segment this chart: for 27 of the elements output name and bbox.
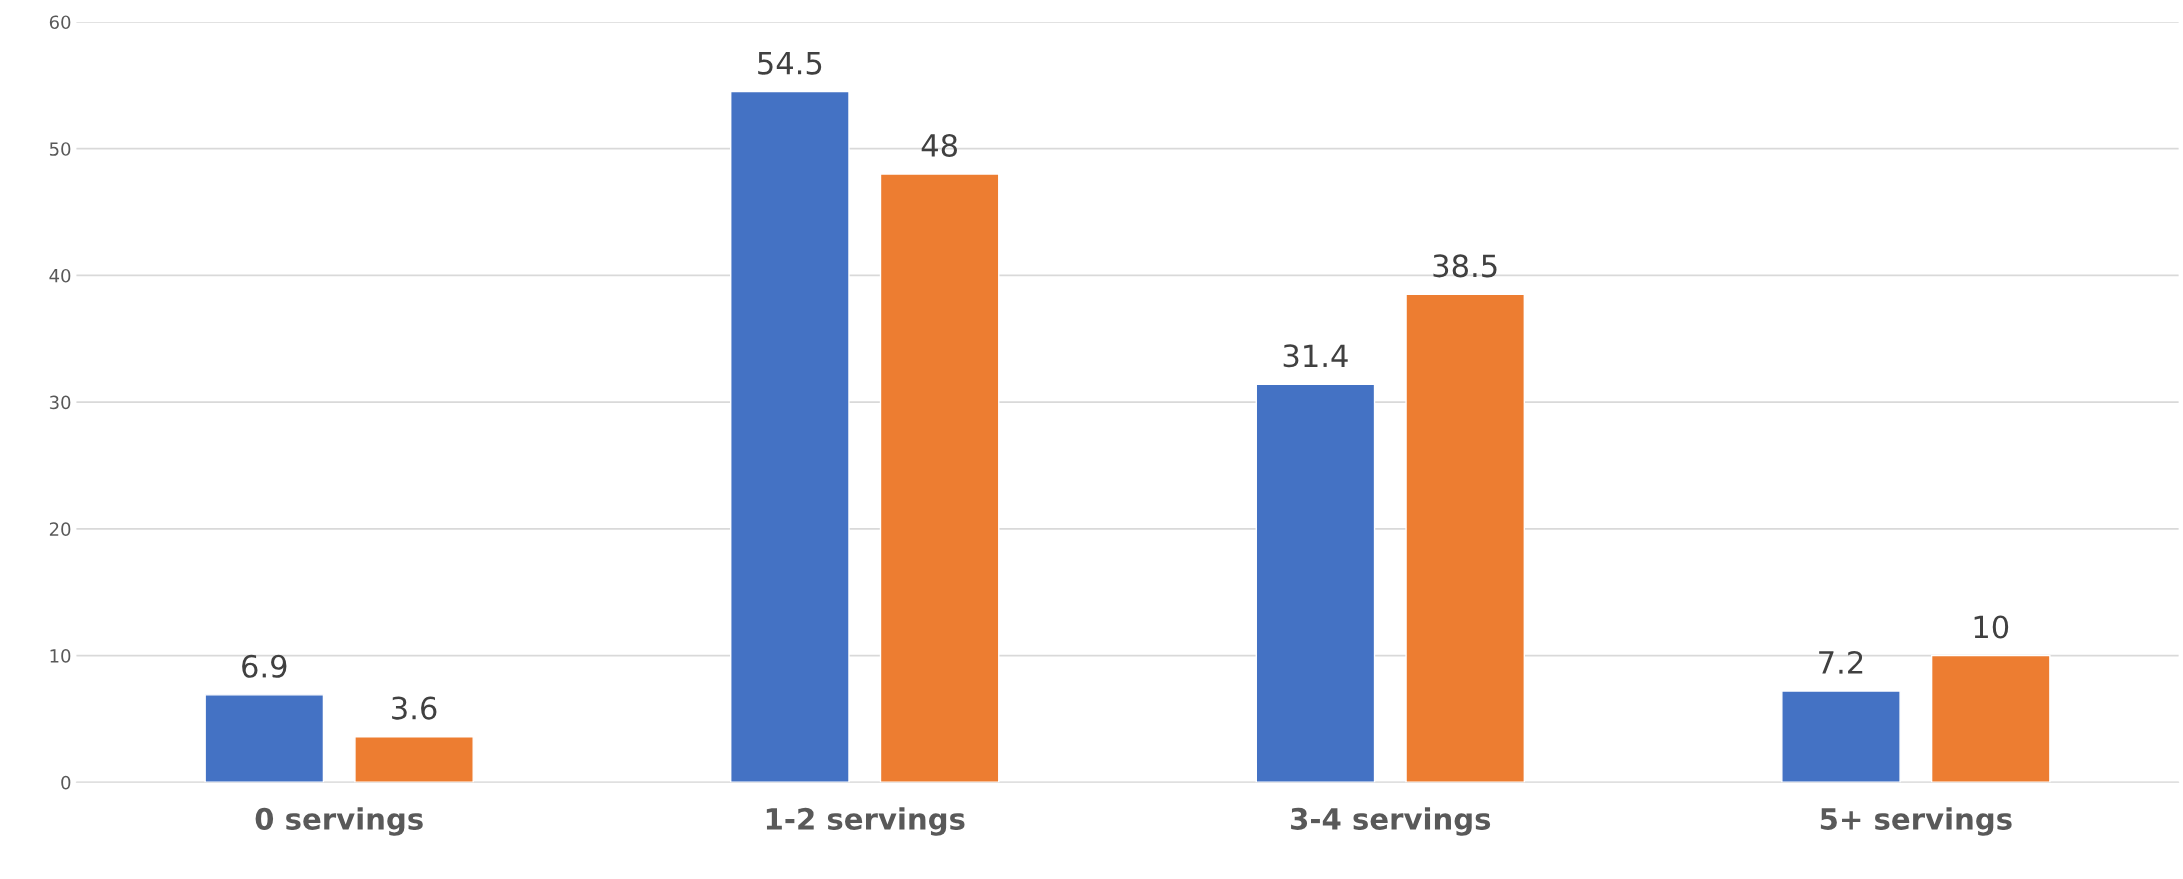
- data-label: 31.4: [1283, 344, 1348, 368]
- data-label: 7.2: [1819, 650, 1863, 674]
- data-label: 10: [1974, 615, 2009, 639]
- bar: [1930, 654, 2051, 783]
- data-label: 38.5: [1433, 254, 1497, 278]
- y-tick-label: 50: [49, 142, 71, 156]
- data-label: 6.9: [242, 654, 287, 678]
- data-label: 54.5: [758, 51, 822, 75]
- bar: [879, 173, 1000, 783]
- x-tick-label: 5+ servings: [1820, 807, 2012, 836]
- bar: [1405, 293, 1526, 783]
- data-label: 48: [921, 133, 957, 158]
- data-label: 3.6: [392, 696, 437, 720]
- bar: [204, 694, 325, 783]
- bar: [1255, 383, 1376, 783]
- x-tick-label: 3-4 servings: [1291, 807, 1491, 836]
- bar: [730, 90, 850, 783]
- y-tick-label: 60: [49, 15, 71, 30]
- y-tick-label: 40: [49, 268, 71, 283]
- y-tick-label: 20: [49, 522, 71, 536]
- x-tick-label: 1-2 servings: [766, 807, 965, 836]
- y-tick-label: 30: [49, 395, 71, 410]
- bar: [354, 735, 474, 783]
- x-tick-label: 0 servings: [255, 807, 423, 836]
- bar: [1781, 690, 1901, 783]
- y-tick-label: 0: [61, 775, 71, 790]
- y-tick-label: 10: [50, 649, 71, 663]
